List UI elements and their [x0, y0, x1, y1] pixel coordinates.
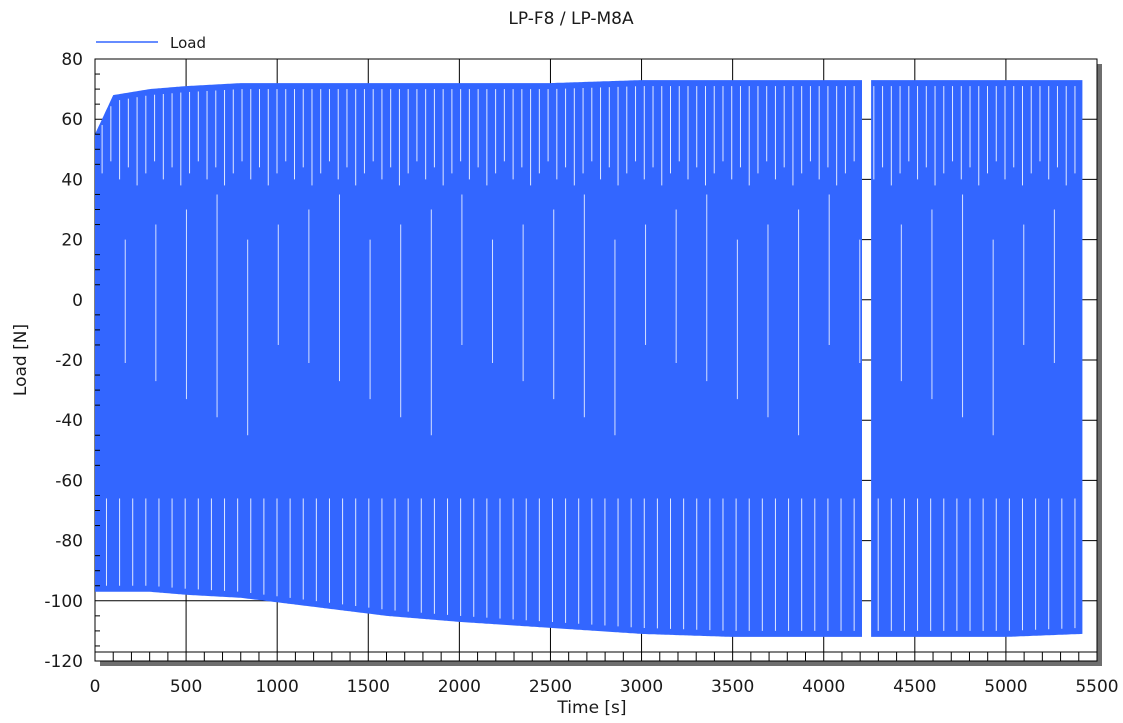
- load-band-2: [871, 80, 1083, 637]
- series-load: [95, 80, 1083, 637]
- x-tick-label: 0: [90, 677, 101, 697]
- y-tick-label: -20: [55, 351, 83, 371]
- minor-ticks: [95, 73, 1097, 661]
- x-tick-label: 3000: [620, 677, 663, 697]
- x-tick-label: 5000: [984, 677, 1027, 697]
- x-axis-ticks: 0 500 1000 1500 2000 2500 3000 3500 4000 4500 5000…: [90, 677, 1119, 697]
- y-tick-label: 40: [61, 170, 83, 190]
- legend-label-load: Load: [170, 34, 206, 52]
- x-tick-label: 3500: [711, 677, 754, 697]
- y-axis-ticks: 80 60 40 20 0 -20 -40 -60 -80 -100 -120: [44, 50, 83, 672]
- y-tick-label: -100: [44, 592, 83, 612]
- x-tick-label: 500: [170, 677, 202, 697]
- y-tick-label: -80: [55, 532, 83, 552]
- y-tick-label: 60: [61, 110, 83, 130]
- x-tick-label: 5500: [1075, 677, 1118, 697]
- x-tick-label: 1500: [347, 677, 390, 697]
- y-tick-label: -120: [44, 652, 83, 672]
- y-tick-label: 0: [72, 291, 83, 311]
- legend: Load: [96, 34, 206, 52]
- y-tick-label: -60: [55, 471, 83, 491]
- x-tick-label: 4500: [893, 677, 936, 697]
- y-tick-label: 80: [61, 50, 83, 70]
- x-tick-label: 4000: [802, 677, 845, 697]
- y-tick-label: 20: [61, 231, 83, 251]
- x-tick-label: 2500: [529, 677, 572, 697]
- chart-title: LP-F8 / LP-M8A: [508, 9, 634, 29]
- x-tick-label: 2000: [438, 677, 481, 697]
- y-tick-label: -40: [55, 411, 83, 431]
- load-band-1: [95, 80, 862, 637]
- x-axis-label: Time [s]: [556, 698, 626, 718]
- load-cycle-streaks: [101, 86, 1076, 631]
- y-axis-label: Load [N]: [11, 324, 31, 396]
- x-tick-label: 1000: [256, 677, 299, 697]
